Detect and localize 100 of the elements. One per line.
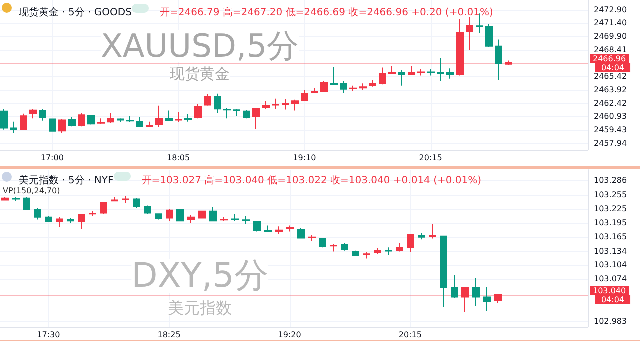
candlestick bbox=[89, 210, 96, 217]
y-tick-label: 2459.43 bbox=[594, 126, 628, 135]
candlestick bbox=[407, 234, 414, 253]
candlestick bbox=[440, 236, 447, 308]
candlestick bbox=[155, 105, 163, 128]
candlestick bbox=[446, 68, 454, 80]
candlestick bbox=[68, 116, 76, 128]
candlestick bbox=[67, 218, 74, 224]
y-tick-label: 103.104 bbox=[594, 260, 628, 270]
x-tick-label: 19:20 bbox=[278, 330, 302, 340]
y-tick-label: 103.165 bbox=[594, 232, 628, 242]
y-tick-label: 2471.40 bbox=[594, 18, 628, 28]
text: 04:04 bbox=[601, 63, 625, 72]
candlestick bbox=[451, 274, 458, 299]
candlestick bbox=[12, 196, 20, 202]
candlestick bbox=[198, 210, 206, 220]
candlestick bbox=[359, 83, 367, 90]
candlestick bbox=[352, 250, 359, 257]
text: 04:04 bbox=[601, 295, 625, 304]
y-tick-label: 2462.42 bbox=[594, 98, 628, 108]
candlestick bbox=[100, 202, 107, 215]
candlestick bbox=[29, 108, 37, 120]
candlestick bbox=[264, 225, 272, 233]
candlestick bbox=[429, 224, 436, 240]
candlestick bbox=[291, 99, 299, 112]
candlestick bbox=[408, 66, 415, 76]
text: 现货黄金 · 5分 · GOODS bbox=[19, 6, 132, 18]
candlestick bbox=[272, 98, 279, 110]
candlestick bbox=[461, 287, 469, 313]
text: 美元指数 · 5分 · NYF bbox=[19, 174, 114, 186]
y-tick-label: 102.983 bbox=[594, 316, 628, 326]
candlestick bbox=[233, 108, 240, 117]
candlestick bbox=[301, 90, 308, 102]
candlestick bbox=[418, 232, 425, 240]
candlestick bbox=[379, 67, 386, 86]
candlestick bbox=[111, 196, 118, 202]
x-tick-label: 20:15 bbox=[398, 330, 422, 340]
text: 开=103.027 高=103.040 低=103.022 收=103.040 +0.014 (+0.01%) bbox=[142, 174, 482, 186]
candlestick bbox=[494, 294, 502, 304]
candlestick bbox=[184, 114, 192, 122]
candlestick bbox=[155, 213, 162, 220]
candlestick bbox=[136, 116, 143, 128]
candlestick bbox=[252, 108, 260, 130]
candlestick bbox=[214, 93, 221, 114]
candlestick bbox=[308, 234, 316, 242]
candlestick bbox=[242, 216, 250, 225]
candlestick bbox=[209, 206, 217, 222]
annotation: VP(150,24,70) bbox=[3, 186, 60, 196]
x-tick-label: 19:10 bbox=[293, 154, 316, 162]
y-tick-label: 2472.90 bbox=[594, 5, 628, 14]
annotation: 美元指数 bbox=[168, 298, 232, 318]
x-tick-label: 18:25 bbox=[158, 330, 181, 340]
candlestick bbox=[175, 112, 182, 123]
candlestick bbox=[398, 70, 405, 86]
candlestick bbox=[126, 116, 134, 123]
candlestick bbox=[165, 110, 173, 122]
candlestick bbox=[231, 214, 239, 222]
candlestick bbox=[483, 286, 491, 312]
candlestick bbox=[282, 98, 289, 110]
candlestick bbox=[363, 252, 370, 260]
candlestick bbox=[330, 66, 338, 86]
candlestick bbox=[49, 118, 56, 132]
candlestick bbox=[319, 238, 326, 248]
x-tick-label: 17:00 bbox=[40, 154, 64, 162]
candlestick bbox=[456, 18, 464, 76]
candlestick bbox=[34, 208, 41, 220]
candlestick bbox=[58, 118, 66, 134]
candlestick bbox=[417, 68, 425, 76]
candlestick bbox=[396, 242, 403, 252]
candlestick bbox=[117, 118, 124, 123]
candlestick bbox=[0, 108, 8, 130]
y-tick-label: 103.225 bbox=[594, 204, 628, 214]
ref-line-label: 103.040 bbox=[593, 286, 626, 296]
candlestick bbox=[340, 80, 347, 94]
annotation: DXY,5分 bbox=[132, 256, 268, 296]
candlestick bbox=[485, 24, 493, 48]
candlestick bbox=[107, 112, 114, 124]
candlestick bbox=[505, 60, 512, 66]
text: 开=2466.79 高=2467.20 低=2466.69 收=2466.96 +0.20 (+0.01%) bbox=[160, 6, 494, 18]
y-tick-label: 2460.93 bbox=[594, 112, 628, 122]
candlestick bbox=[87, 114, 95, 126]
candlestick bbox=[349, 85, 357, 92]
candlestick bbox=[385, 247, 392, 256]
candlestick bbox=[330, 244, 337, 252]
candlestick bbox=[56, 216, 63, 228]
candlestick bbox=[223, 108, 231, 120]
candlestick bbox=[374, 248, 381, 255]
candlestick bbox=[10, 121, 17, 134]
y-tick-label: 103.074 bbox=[594, 274, 628, 284]
candlestick bbox=[39, 108, 46, 122]
x-tick-label: 18:05 bbox=[167, 154, 190, 162]
candlestick bbox=[495, 39, 502, 81]
y-tick-label: 103.255 bbox=[594, 190, 628, 200]
x-tick-label: 20:15 bbox=[419, 154, 442, 162]
candlestick bbox=[243, 110, 250, 120]
candlestick bbox=[166, 208, 173, 222]
y-tick-label: 2457.94 bbox=[594, 138, 628, 148]
candlestick bbox=[275, 226, 283, 235]
candlestick bbox=[472, 278, 480, 308]
y-tick-label: 2465.42 bbox=[594, 72, 628, 82]
